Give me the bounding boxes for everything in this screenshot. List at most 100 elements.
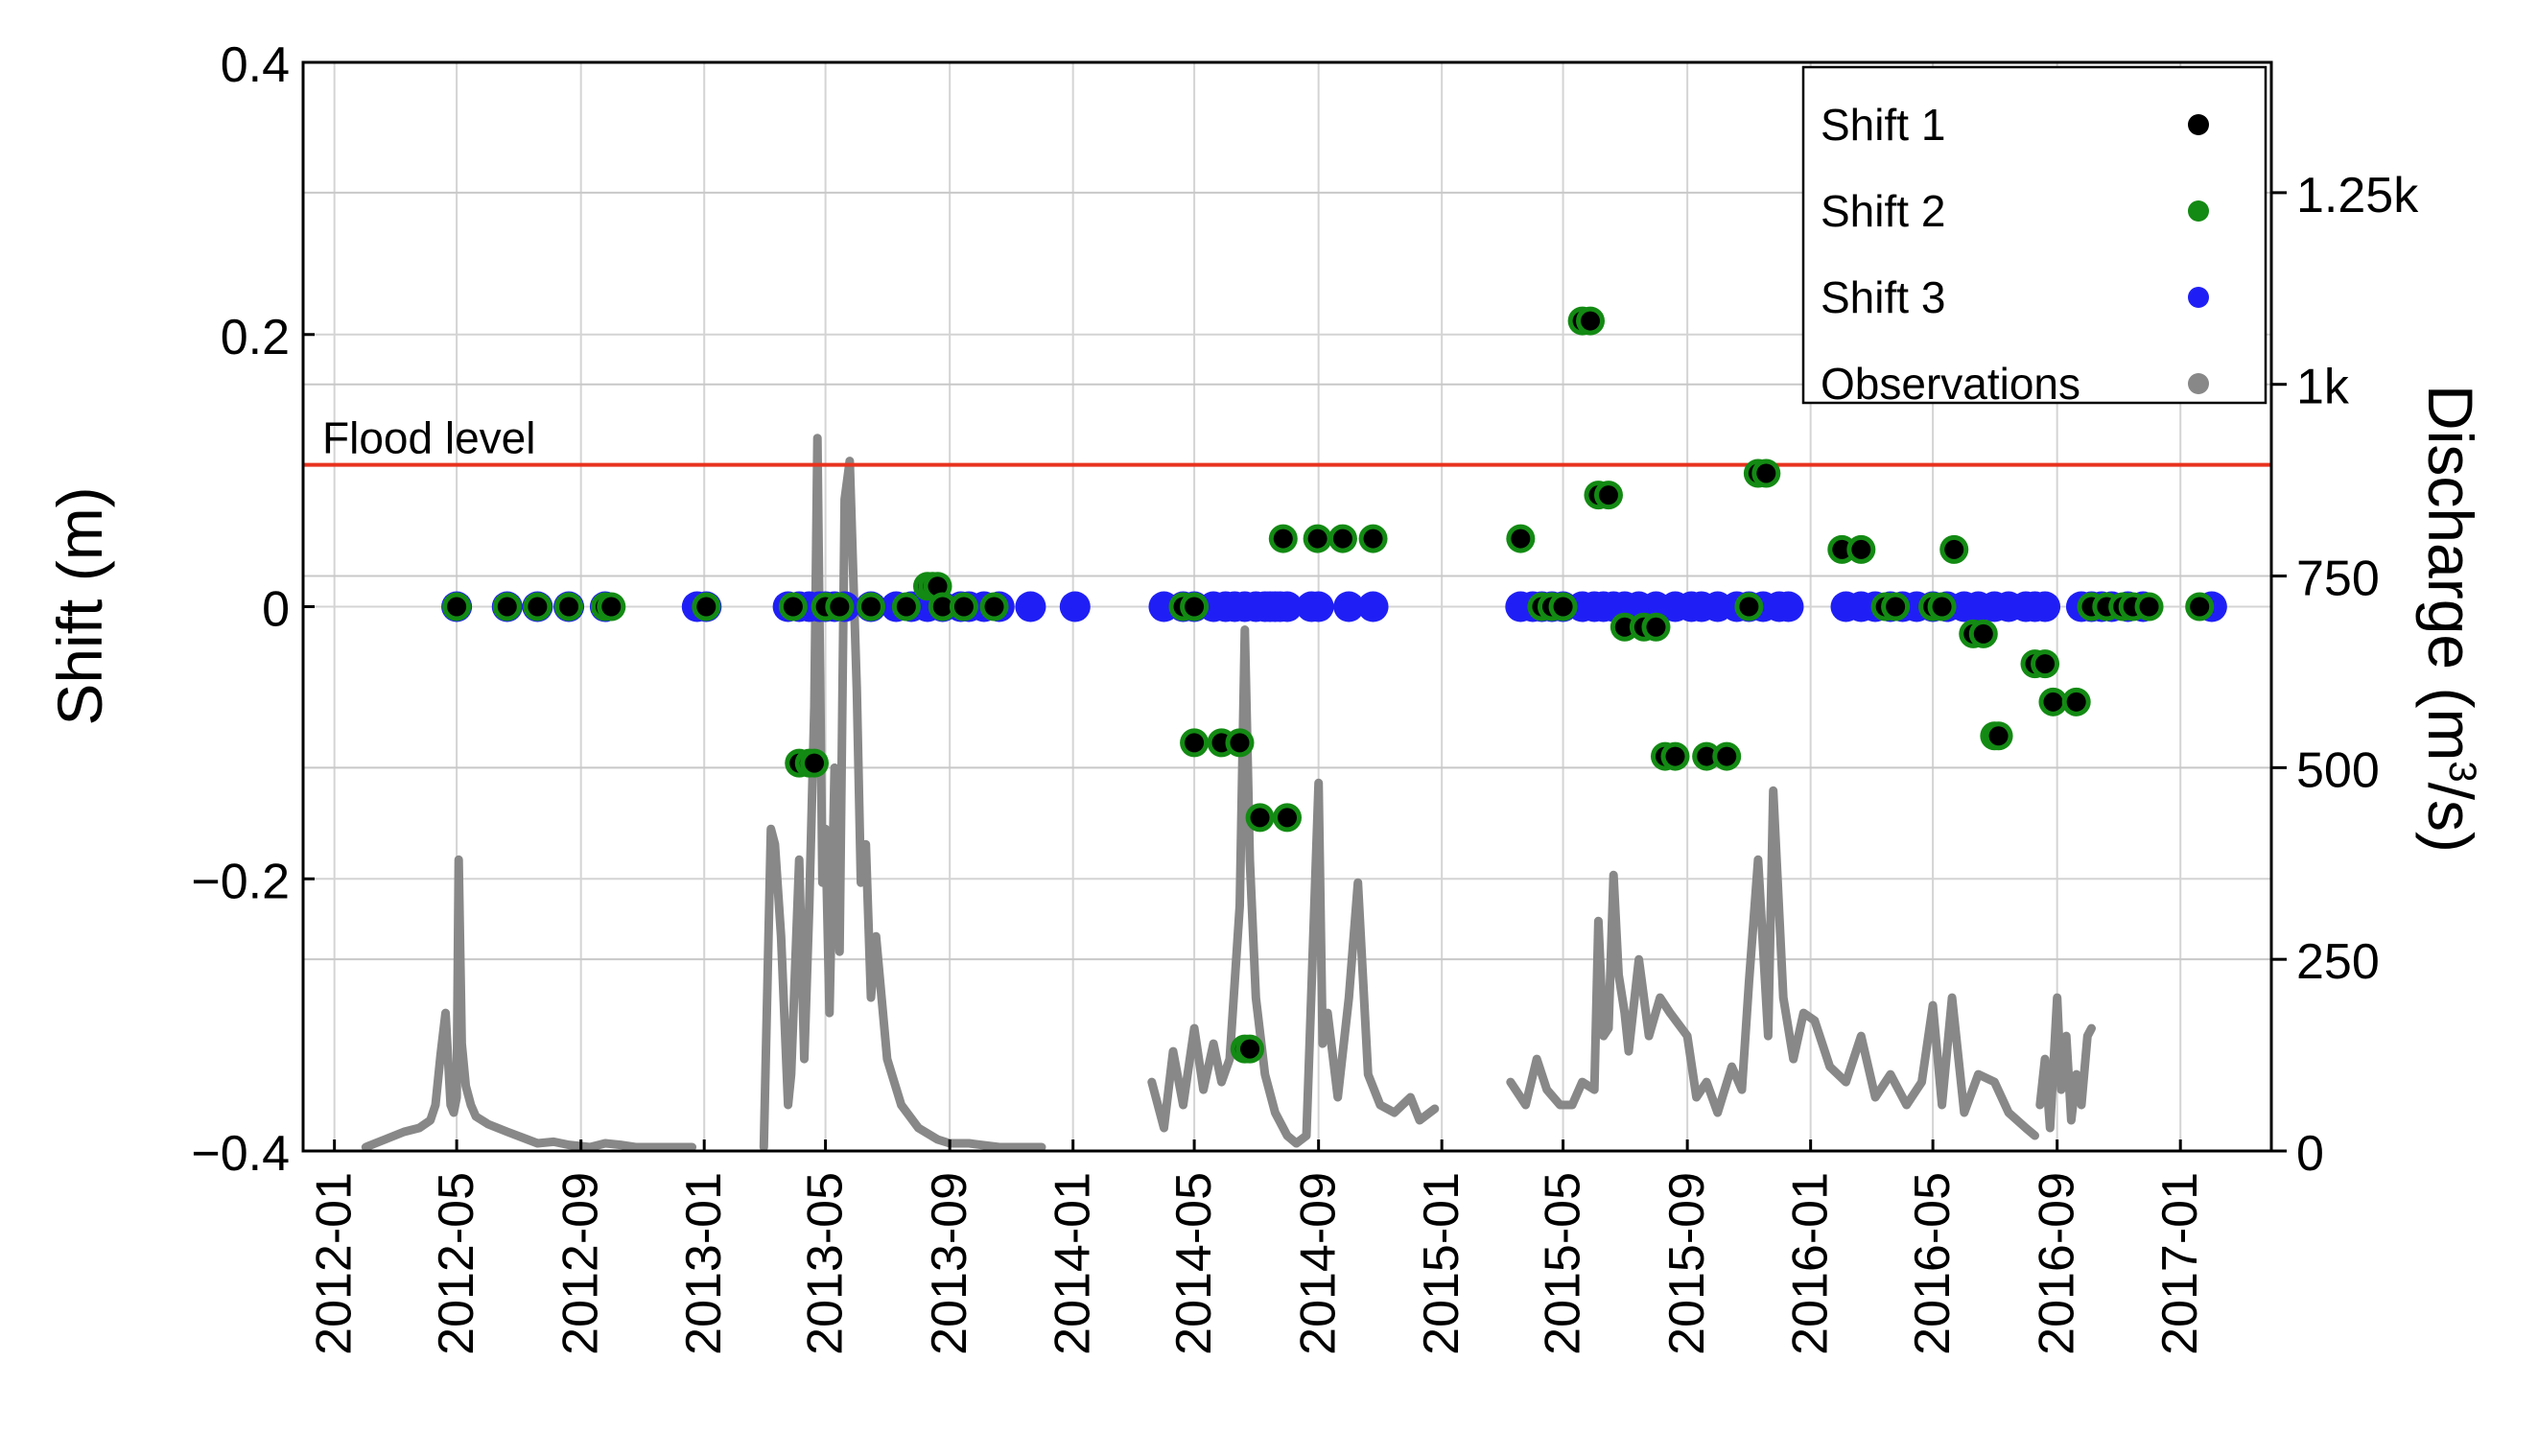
shift1-point bbox=[1332, 528, 1352, 549]
shift3-point bbox=[1272, 591, 1303, 622]
shift1-point bbox=[1851, 539, 1871, 559]
shift1-point bbox=[1756, 463, 1776, 483]
y-left-tick-label: 0 bbox=[262, 582, 290, 638]
y-axis-right-title-main: Discharge (m bbox=[2415, 385, 2486, 761]
shift1-point bbox=[2035, 654, 2056, 674]
x-tick-label: 2013-05 bbox=[798, 1172, 854, 1355]
shift3-point bbox=[1059, 591, 1091, 622]
legend-marker bbox=[2188, 114, 2209, 135]
shift3-point bbox=[1333, 591, 1365, 622]
x-tick-label: 2012-01 bbox=[307, 1172, 363, 1355]
shift3-point bbox=[1303, 591, 1334, 622]
shift1-point bbox=[1240, 1039, 1260, 1059]
y-right-tick-label: 0 bbox=[2296, 1126, 2324, 1182]
legend-label: Shift 1 bbox=[1821, 100, 1945, 150]
shift3-point bbox=[2030, 591, 2061, 622]
y-axis-right-title-sup: 3 bbox=[2441, 761, 2483, 782]
y-left-tick-label: 0.4 bbox=[221, 37, 290, 93]
shift1-point bbox=[1581, 311, 1601, 331]
x-tick-label: 2012-09 bbox=[553, 1172, 609, 1355]
shift1-point bbox=[1944, 539, 1964, 559]
shift1-point bbox=[1665, 746, 1685, 766]
shift1-point bbox=[953, 597, 974, 617]
y-axis-right: 0 250 500 750 1k 1.25k bbox=[2271, 168, 2419, 1182]
shift1-point bbox=[1273, 528, 1293, 549]
y-axis-right-title: Discharge (m3/s) bbox=[2415, 385, 2486, 853]
y-axis-left-title: Shift (m) bbox=[44, 486, 115, 725]
shift1-point bbox=[1185, 733, 1205, 753]
legend-marker bbox=[2188, 200, 2209, 222]
shift1-point bbox=[1307, 528, 1328, 549]
legend-marker bbox=[2188, 287, 2209, 308]
legend-marker bbox=[2188, 373, 2209, 394]
shift1-point bbox=[1988, 726, 2009, 746]
observations-series bbox=[361, 434, 2096, 1152]
shift3-point bbox=[1015, 591, 1046, 622]
shift-series bbox=[442, 306, 2215, 1064]
shift1-point bbox=[1973, 623, 1993, 644]
observation-line bbox=[2035, 993, 2096, 1133]
x-tick-label: 2015-09 bbox=[1659, 1172, 1715, 1355]
x-tick-label: 2013-01 bbox=[676, 1172, 732, 1355]
shift1-point bbox=[928, 576, 948, 597]
legend-label: Observations bbox=[1821, 359, 2080, 409]
legend-label: Shift 3 bbox=[1821, 272, 1945, 322]
shift1-point bbox=[1932, 597, 1952, 617]
shift1-point bbox=[1646, 617, 1666, 637]
x-tick-label: 2016-09 bbox=[2030, 1172, 2085, 1355]
shift1-point bbox=[1717, 746, 1737, 766]
shift1-point bbox=[1832, 539, 1852, 559]
shift1-point bbox=[1363, 528, 1383, 549]
y-left-tick-label: −0.4 bbox=[191, 1126, 290, 1182]
x-tick-label: 2016-01 bbox=[1783, 1172, 1839, 1355]
shift1-point bbox=[528, 597, 548, 617]
y-axis-right-title-end: /s) bbox=[2415, 783, 2486, 853]
shift1-point bbox=[1278, 808, 1297, 828]
shift1-point bbox=[601, 597, 622, 617]
y-right-tick-label: 1.25k bbox=[2296, 168, 2419, 223]
flood-level-label: Flood level bbox=[322, 413, 535, 463]
x-tick-label: 2012-05 bbox=[429, 1172, 484, 1355]
y-axis-left: −0.4 −0.2 0 0.2 0.4 bbox=[191, 37, 315, 1182]
shift1-point bbox=[1598, 485, 1618, 505]
x-tick-label: 2016-05 bbox=[1905, 1172, 1961, 1355]
x-tick-label: 2015-05 bbox=[1536, 1172, 1591, 1355]
y-left-tick-label: 0.2 bbox=[221, 310, 290, 365]
shift1-point bbox=[447, 597, 467, 617]
shift1-point bbox=[1614, 617, 1634, 637]
shift3-point bbox=[1357, 591, 1389, 622]
y-right-tick-label: 1k bbox=[2296, 360, 2350, 415]
shift1-point bbox=[805, 753, 825, 773]
shift3-point bbox=[1773, 591, 1804, 622]
shift1-point bbox=[2066, 692, 2086, 712]
shift1-point bbox=[559, 597, 579, 617]
shift1-point bbox=[1886, 597, 1906, 617]
shift1-point bbox=[1739, 597, 1759, 617]
legend-label: Shift 2 bbox=[1821, 186, 1945, 236]
shift1-point bbox=[1697, 746, 1717, 766]
y-right-tick-label: 500 bbox=[2296, 742, 2380, 798]
shift1-point bbox=[1250, 808, 1270, 828]
shift1-point bbox=[2139, 597, 2159, 617]
x-axis: 2012-01 2012-05 2012-09 2013-01 2013-05 2013-… bbox=[307, 1139, 2208, 1355]
observation-line bbox=[1147, 625, 1440, 1148]
shift1-point bbox=[984, 597, 1004, 617]
x-tick-label: 2014-09 bbox=[1291, 1172, 1347, 1355]
x-tick-label: 2014-01 bbox=[1046, 1172, 1101, 1355]
y-left-tick-label: −0.2 bbox=[191, 854, 290, 909]
x-tick-label: 2015-01 bbox=[1414, 1172, 1469, 1355]
flood-level: Flood level bbox=[303, 413, 2271, 467]
observation-line bbox=[1506, 786, 2039, 1140]
shift1-point bbox=[896, 597, 916, 617]
shift1-point bbox=[2190, 597, 2210, 617]
x-tick-label: 2014-05 bbox=[1166, 1172, 1222, 1355]
shift1-point bbox=[932, 597, 952, 617]
shift1-point bbox=[696, 597, 717, 617]
x-tick-label: 2017-01 bbox=[2152, 1172, 2208, 1355]
shift1-point bbox=[1553, 597, 1573, 617]
shift1-point bbox=[1230, 733, 1250, 753]
shift1-point bbox=[1511, 528, 1531, 549]
y-right-tick-label: 250 bbox=[2296, 934, 2380, 990]
y-right-tick-label: 750 bbox=[2296, 552, 2380, 607]
